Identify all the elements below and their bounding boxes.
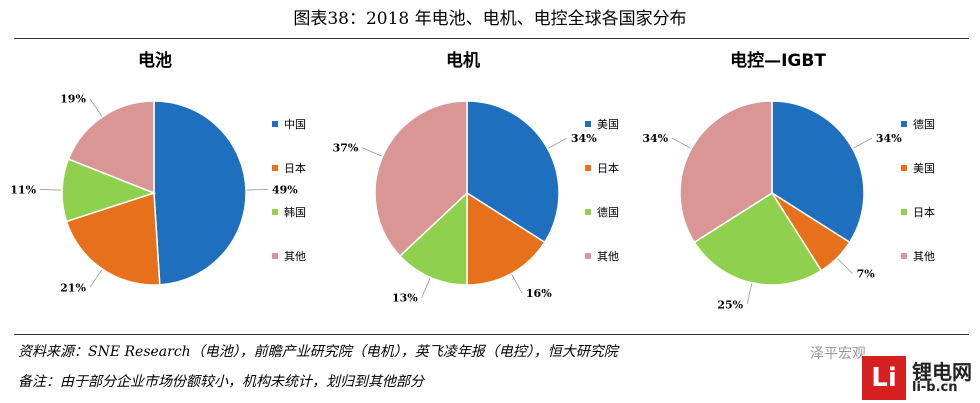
chart-title: 电控—IGBT — [730, 50, 826, 71]
pie-slice — [679, 100, 773, 244]
leader-line — [746, 283, 753, 305]
data-label: 13% — [392, 292, 418, 305]
legend-swatch — [272, 121, 278, 127]
legend-label: 德国 — [597, 205, 619, 219]
legend-swatch — [272, 253, 278, 259]
legend-label: 美国 — [913, 162, 935, 175]
pie-charts: 电池49%21%11%19%中国日本韩国其他电机34%16%13%37%美国日本… — [10, 50, 935, 311]
chart-title: 电池 — [138, 50, 172, 71]
leader-line — [40, 189, 62, 191]
data-label: 34% — [571, 132, 597, 145]
source-note: 资料来源：SNE Research（电池），前瞻产业研究院（电机），英飞凌年报（… — [18, 344, 618, 360]
leader-line — [362, 147, 382, 157]
chart-title: 电机 — [446, 50, 480, 71]
leader-line — [511, 274, 523, 294]
data-label: 11% — [10, 183, 36, 196]
legend-swatch — [272, 165, 278, 171]
pie-slice — [67, 100, 155, 195]
leader-line — [89, 269, 103, 288]
legend-swatch — [901, 121, 907, 127]
data-label: 25% — [717, 298, 743, 311]
legend-swatch — [901, 253, 907, 259]
legend-label: 中国 — [284, 118, 306, 131]
legend-label: 日本 — [913, 205, 935, 219]
leader-line — [853, 137, 873, 149]
data-label: 37% — [333, 142, 359, 155]
bottom-rule — [14, 334, 969, 335]
leader-line — [246, 189, 268, 191]
pie-slice — [374, 100, 468, 258]
legend-label: 日本 — [597, 161, 619, 175]
data-label: 49% — [272, 183, 298, 196]
pie-slice — [466, 191, 546, 286]
legend-label: 其他 — [913, 250, 935, 263]
pie-slice — [693, 191, 823, 286]
legend-label: 其他 — [284, 250, 306, 263]
watermark-text: 泽平宏观 — [810, 346, 866, 362]
legend-swatch — [901, 209, 907, 215]
legend-swatch — [585, 209, 591, 215]
site-logo[interactable]: Li 锂电网 li-b.cn — [862, 356, 980, 403]
legend-swatch — [585, 253, 591, 259]
leader-line — [421, 278, 431, 298]
legend-label: 日本 — [284, 161, 306, 175]
logo-name: 锂电网 — [912, 360, 972, 384]
remark-note: 备注：由于部分企业市场份额较小，机构未统计，划归到其他部分 — [18, 374, 424, 390]
legend-label: 美国 — [597, 118, 619, 131]
legend-swatch — [272, 209, 278, 215]
leader-line — [671, 137, 691, 149]
leader-line — [89, 98, 103, 117]
data-label: 19% — [60, 93, 86, 106]
pie-slice — [398, 191, 468, 286]
pie-slice — [65, 191, 161, 286]
data-label: 34% — [642, 132, 668, 145]
data-label: 16% — [526, 287, 552, 300]
leader-line — [837, 258, 853, 274]
data-label: 34% — [876, 132, 902, 145]
figure-title: 图表38：2018 年电池、电机、电控全球各国家分布 — [293, 9, 687, 29]
leader-line — [548, 137, 568, 149]
top-rule — [14, 38, 969, 39]
pie-slice — [153, 100, 247, 286]
data-label: 7% — [857, 268, 876, 281]
logo-mark-icon: Li — [862, 356, 906, 400]
legend-swatch — [901, 165, 907, 171]
legend-label: 韩国 — [284, 205, 306, 219]
legend-swatch — [585, 165, 591, 171]
legend-swatch — [585, 121, 591, 127]
legend-label: 德国 — [913, 117, 935, 131]
legend-label: 其他 — [597, 250, 619, 263]
logo-url: li-b.cn — [912, 380, 958, 395]
data-label: 21% — [60, 281, 86, 294]
